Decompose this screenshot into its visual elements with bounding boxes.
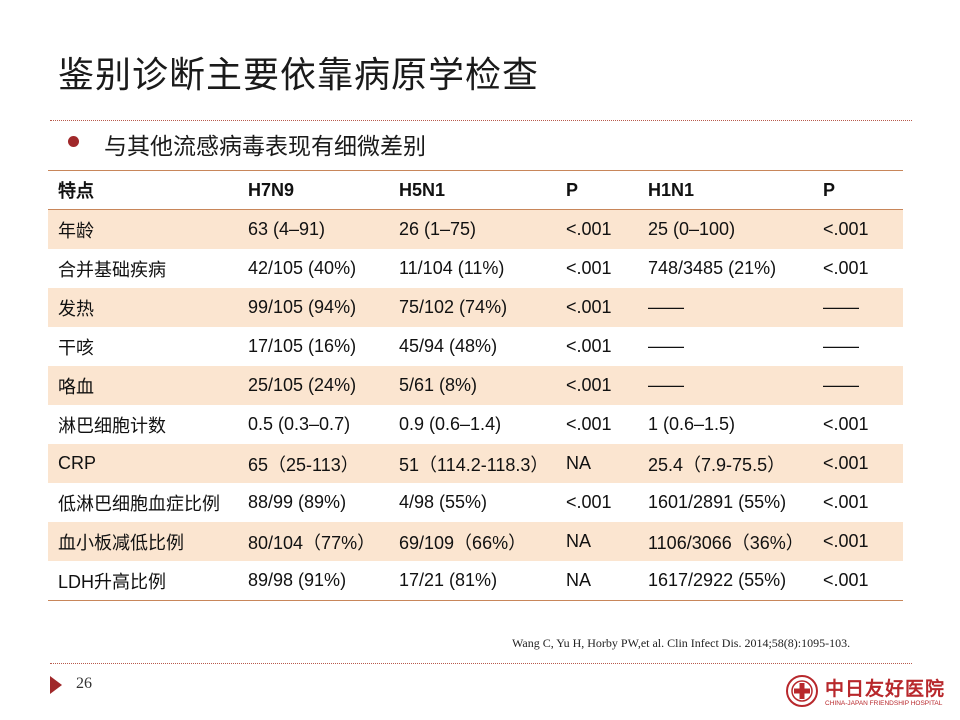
table-cell: 88/99 (89%) — [238, 483, 389, 522]
table-cell: 25 (0–100) — [638, 209, 813, 249]
row-label-cell: 低淋巴细胞血症比例 — [48, 483, 238, 522]
table-cell: <.001 — [813, 249, 903, 288]
table-row: CRP 65（25-113） 51（114.2-118.3） NA 25.4（7.9-7… — [48, 444, 903, 483]
table-row: 合并基础疾病 42/105 (40%) 11/104 (11%) <.001 748/3… — [48, 249, 903, 288]
table-row: 干咳 17/105 (16%) 45/94 (48%) <.001 —— —— — [48, 327, 903, 366]
title-divider — [50, 120, 912, 121]
table-cell: NA — [556, 522, 638, 561]
table-cell: 45/94 (48%) — [389, 327, 556, 366]
table-cell: 51（114.2-118.3） — [389, 444, 556, 483]
table-cell: —— — [813, 288, 903, 327]
row-label-cell: 血小板减低比例 — [48, 522, 238, 561]
table-cell: 0.5 (0.3–0.7) — [238, 405, 389, 444]
table-cell: <.001 — [556, 366, 638, 405]
table-cell: <.001 — [813, 561, 903, 601]
slide-subtitle: 与其他流感病毒表现有细微差别 — [104, 134, 426, 160]
table-cell: —— — [813, 327, 903, 366]
table-header-row: 特点 H7N9 H5N1 P H1N1 P — [48, 170, 903, 210]
table-cell: <.001 — [813, 209, 903, 249]
row-label-cell: 干咳 — [48, 327, 238, 366]
table-cell: NA — [556, 444, 638, 483]
row-label-cell: 年龄 — [48, 209, 238, 249]
table-cell: <.001 — [813, 444, 903, 483]
table-row: LDH升高比例 89/98 (91%) 17/21 (81%) NA 1617/2922… — [48, 561, 903, 601]
hospital-emblem-icon — [786, 675, 818, 707]
column-header: H5N1 — [399, 179, 446, 200]
table-row: 咯血 25/105 (24%) 5/61 (8%) <.001 —— —— — [48, 366, 903, 405]
hospital-logo: 中日友好医院 CHINA-JAPAN FRIENDSHIP HOSPITAL — [785, 672, 944, 712]
row-label-cell: 合并基础疾病 — [48, 249, 238, 288]
table-cell: 1106/3066（36%） — [638, 522, 813, 561]
row-label-cell: LDH升高比例 — [48, 561, 238, 601]
table-cell: <.001 — [556, 288, 638, 327]
column-header: P — [566, 179, 579, 200]
table-cell: 63 (4–91) — [238, 209, 389, 249]
table-cell: <.001 — [556, 249, 638, 288]
column-header: H1N1 — [648, 179, 695, 200]
table-cell: <.001 — [556, 483, 638, 522]
row-label-cell: CRP — [48, 444, 238, 483]
comparison-table: 特点 H7N9 H5N1 P H1N1 P 年龄 63 (4–91) 26 (1–75) <.0… — [48, 170, 903, 601]
table-cell: 89/98 (91%) — [238, 561, 389, 601]
table-cell: <.001 — [813, 483, 903, 522]
table-cell: <.001 — [813, 405, 903, 444]
column-header: 特点 — [58, 181, 94, 201]
table-cell: 1 (0.6–1.5) — [638, 405, 813, 444]
table-row: 年龄 63 (4–91) 26 (1–75) <.001 25 (0–100) <.001 — [48, 209, 903, 249]
hospital-name-cn: 中日友好医院 — [825, 678, 946, 700]
table-cell: 4/98 (55%) — [389, 483, 556, 522]
table-row: 淋巴细胞计数 0.5 (0.3–0.7) 0.9 (0.6–1.4) <.001 1 (… — [48, 405, 903, 444]
table-cell: —— — [813, 366, 903, 405]
hospital-name-en: CHINA-JAPAN FRIENDSHIP HOSPITAL — [825, 700, 943, 707]
table-cell: 17/21 (81%) — [389, 561, 556, 601]
table-row: 发热 99/105 (94%) 75/102 (74%) <.001 —— —— — [48, 288, 903, 327]
table-row: 低淋巴细胞血症比例 88/99 (89%) 4/98 (55%) <.001 1601/… — [48, 483, 903, 522]
table-cell: 17/105 (16%) — [238, 327, 389, 366]
citation: Wang C, Yu H, Horby PW,et al. Clin Infec… — [512, 636, 851, 650]
table-cell: <.001 — [556, 405, 638, 444]
table-cell: 11/104 (11%) — [389, 249, 556, 288]
table-cell: 75/102 (74%) — [389, 288, 556, 327]
table-cell: 65（25-113） — [238, 444, 389, 483]
footer-arrow-icon — [50, 676, 62, 694]
page-number: 26 — [76, 675, 92, 692]
table-cell: NA — [556, 561, 638, 601]
table-cell: —— — [638, 327, 813, 366]
comparison-table-container: 特点 H7N9 H5N1 P H1N1 P 年龄 63 (4–91) 26 (1–75) <.0… — [48, 170, 903, 601]
table-cell: 1601/2891 (55%) — [638, 483, 813, 522]
column-header: H7N9 — [248, 179, 295, 200]
table-cell: 25/105 (24%) — [238, 366, 389, 405]
table-cell: —— — [638, 366, 813, 405]
table-cell: 1617/2922 (55%) — [638, 561, 813, 601]
table-cell: 25.4（7.9-75.5） — [638, 444, 813, 483]
table-cell: 5/61 (8%) — [389, 366, 556, 405]
table-cell: <.001 — [813, 522, 903, 561]
row-label-cell: 淋巴细胞计数 — [48, 405, 238, 444]
slide-title: 鉴别诊断主要依靠病原学检查 — [58, 55, 540, 96]
table-body: 年龄 63 (4–91) 26 (1–75) <.001 25 (0–100) <.001… — [48, 209, 903, 601]
table-cell: 69/109（66%） — [389, 522, 556, 561]
table-cell: 26 (1–75) — [389, 209, 556, 249]
footer-divider — [50, 663, 912, 664]
table-cell: 99/105 (94%) — [238, 288, 389, 327]
row-label-cell: 发热 — [48, 288, 238, 327]
table-cell: 0.9 (0.6–1.4) — [389, 405, 556, 444]
table-cell: 80/104（77%） — [238, 522, 389, 561]
row-label-cell: 咯血 — [48, 366, 238, 405]
table-cell: 748/3485 (21%) — [638, 249, 813, 288]
table-cell: —— — [638, 288, 813, 327]
bullet-dot-icon — [68, 136, 79, 147]
table-cell: <.001 — [556, 209, 638, 249]
table-row: 血小板减低比例 80/104（77%） 69/109（66%） NA 1106/3066… — [48, 522, 903, 561]
table-cell: 42/105 (40%) — [238, 249, 389, 288]
table-cell: <.001 — [556, 327, 638, 366]
column-header: P — [823, 179, 836, 200]
